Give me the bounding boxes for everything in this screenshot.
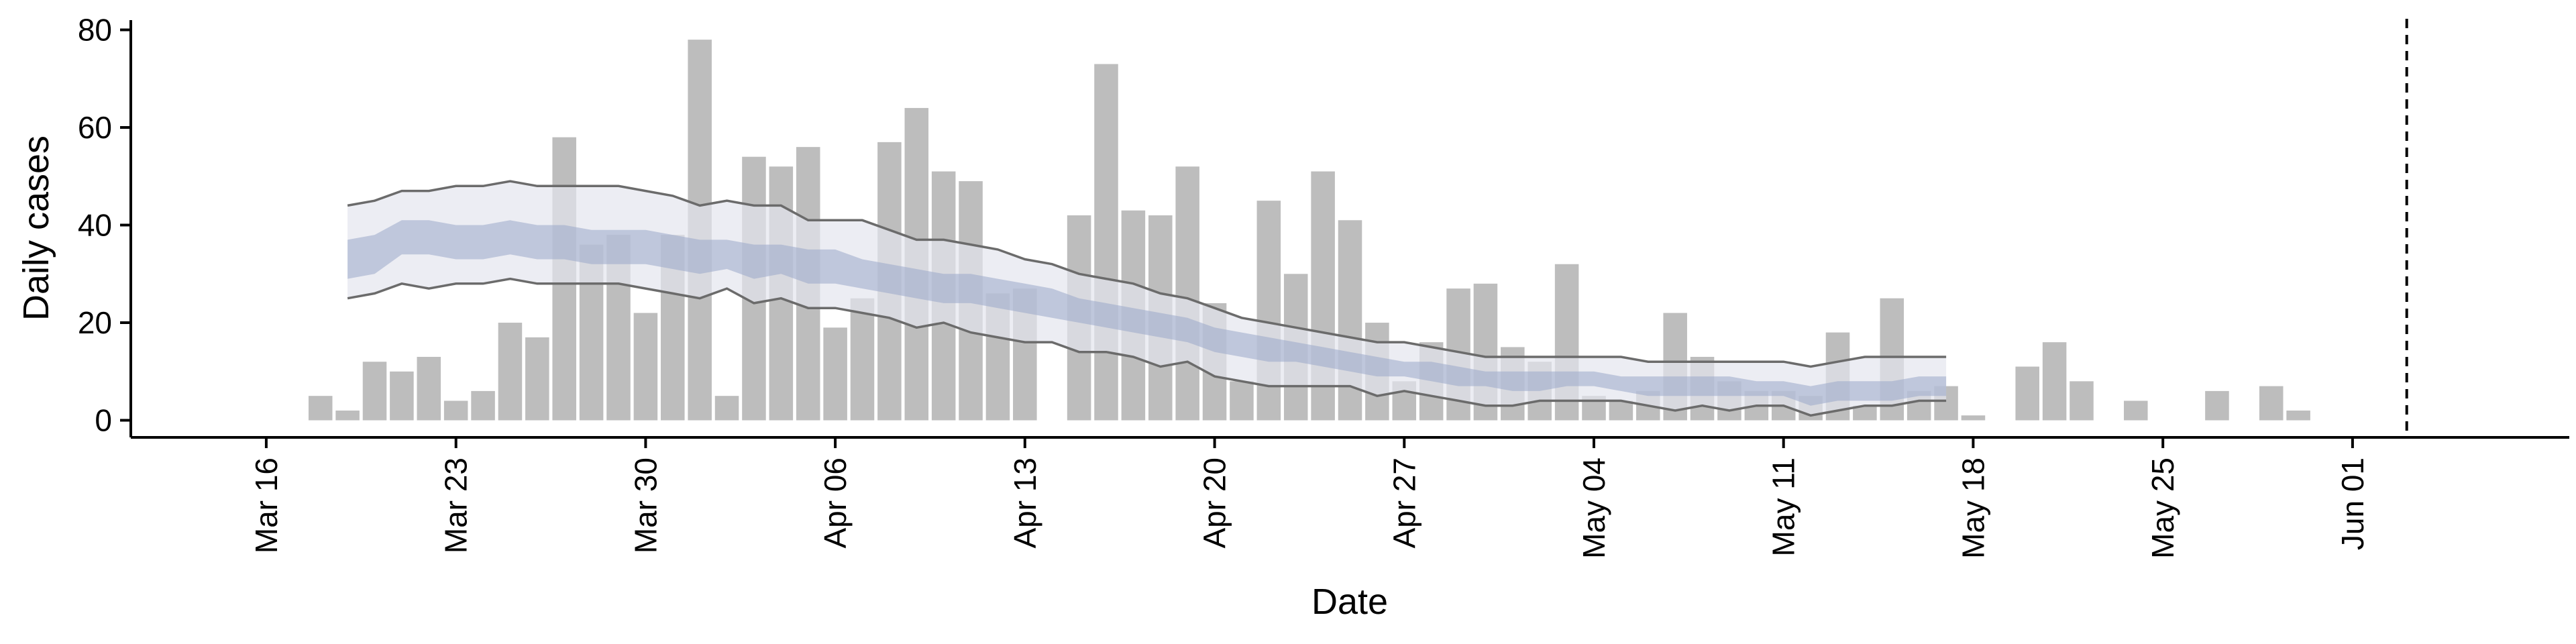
- bar: [471, 390, 495, 421]
- outer-band-upper-line: [347, 180, 1947, 368]
- bar: [2070, 381, 2094, 421]
- x-axis-label: Date: [1311, 582, 1388, 622]
- bar: [850, 298, 875, 421]
- bar: [335, 410, 360, 421]
- y-tick-label: 0: [95, 403, 112, 438]
- band-layer: [347, 180, 1947, 417]
- bar: [417, 356, 441, 421]
- x-ticks: Mar 16 Mar 23 Mar 30 Apr 06 Apr 13 Apr 20 Apr …: [249, 437, 2370, 559]
- x-tick-label: Apr 13: [1008, 458, 1042, 549]
- x-tick-label: May 25: [2145, 458, 2180, 559]
- y-ticks: 0 20 40 60 80: [78, 13, 131, 438]
- bar: [1230, 381, 1254, 421]
- bar: [2205, 390, 2229, 421]
- x-tick-label: May 11: [1766, 458, 1801, 556]
- bar: [443, 400, 468, 421]
- bar: [308, 396, 333, 421]
- bar: [1961, 415, 1986, 421]
- bar: [2124, 400, 2148, 421]
- bar: [1175, 166, 1199, 421]
- bar: [633, 313, 658, 421]
- x-tick-label: Jun 01: [2335, 458, 2370, 550]
- bar: [1094, 64, 1118, 421]
- bar: [2286, 410, 2310, 421]
- bar: [1609, 400, 1633, 421]
- x-tick-label: May 04: [1576, 458, 1611, 559]
- inner-interval-band: [347, 220, 1947, 406]
- y-tick-label: 80: [78, 13, 112, 48]
- x-tick-label: Apr 20: [1197, 458, 1232, 549]
- bar: [2259, 386, 2284, 421]
- y-tick-label: 40: [78, 208, 112, 243]
- bar: [498, 323, 523, 421]
- bar: [1853, 405, 1877, 421]
- y-tick-label: 20: [78, 305, 112, 340]
- x-tick-label: May 18: [1955, 458, 1990, 559]
- x-tick-label: Mar 23: [439, 458, 474, 553]
- bar: [714, 396, 739, 421]
- bar: [1256, 201, 1281, 421]
- bar: [525, 337, 549, 421]
- outer-band-lower-line: [347, 277, 1947, 417]
- x-tick-label: Mar 30: [628, 458, 663, 553]
- bar: [823, 327, 847, 421]
- y-tick-label: 60: [78, 110, 112, 145]
- bar: [2015, 366, 2039, 421]
- bar: [2042, 342, 2067, 421]
- x-tick-label: Apr 06: [818, 458, 853, 549]
- x-tick-label: Apr 27: [1387, 458, 1421, 549]
- x-tick-label: Mar 16: [249, 458, 284, 553]
- y-axis-label: Daily cases: [16, 136, 56, 321]
- bar: [362, 362, 387, 421]
- bar: [390, 371, 414, 421]
